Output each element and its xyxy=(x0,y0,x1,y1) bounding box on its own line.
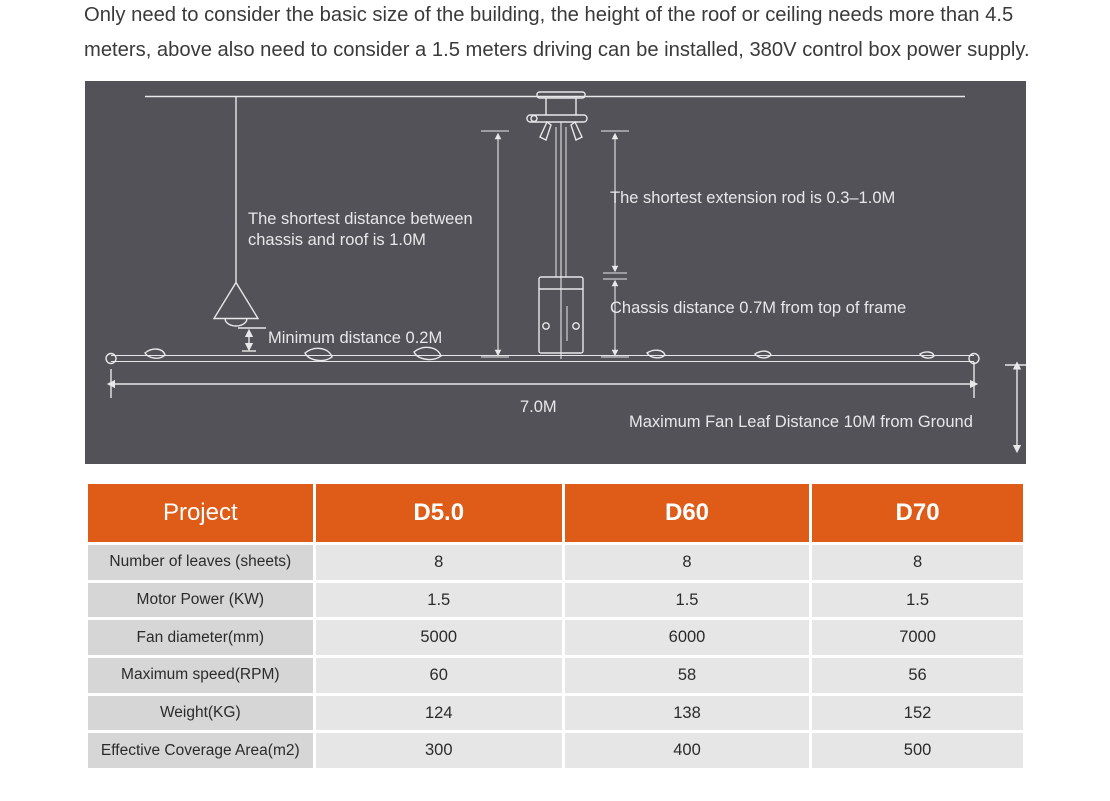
svg-text:Minimum distance 0.2M: Minimum distance 0.2M xyxy=(268,329,442,347)
svg-text:The shortest distance between: The shortest distance between xyxy=(248,210,473,228)
svg-text:7.0M: 7.0M xyxy=(520,398,557,416)
svg-text:Chassis distance 0.7M from top: Chassis distance 0.7M from top of frame xyxy=(610,299,906,317)
svg-text:The shortest extension rod is: The shortest extension rod is 0.3–1.0M xyxy=(610,189,895,207)
svg-text:Maximum Fan Leaf Distance 10M: Maximum Fan Leaf Distance 10M from Groun… xyxy=(629,413,973,431)
svg-text:chassis and roof is 1.0M: chassis and roof is 1.0M xyxy=(248,231,426,249)
